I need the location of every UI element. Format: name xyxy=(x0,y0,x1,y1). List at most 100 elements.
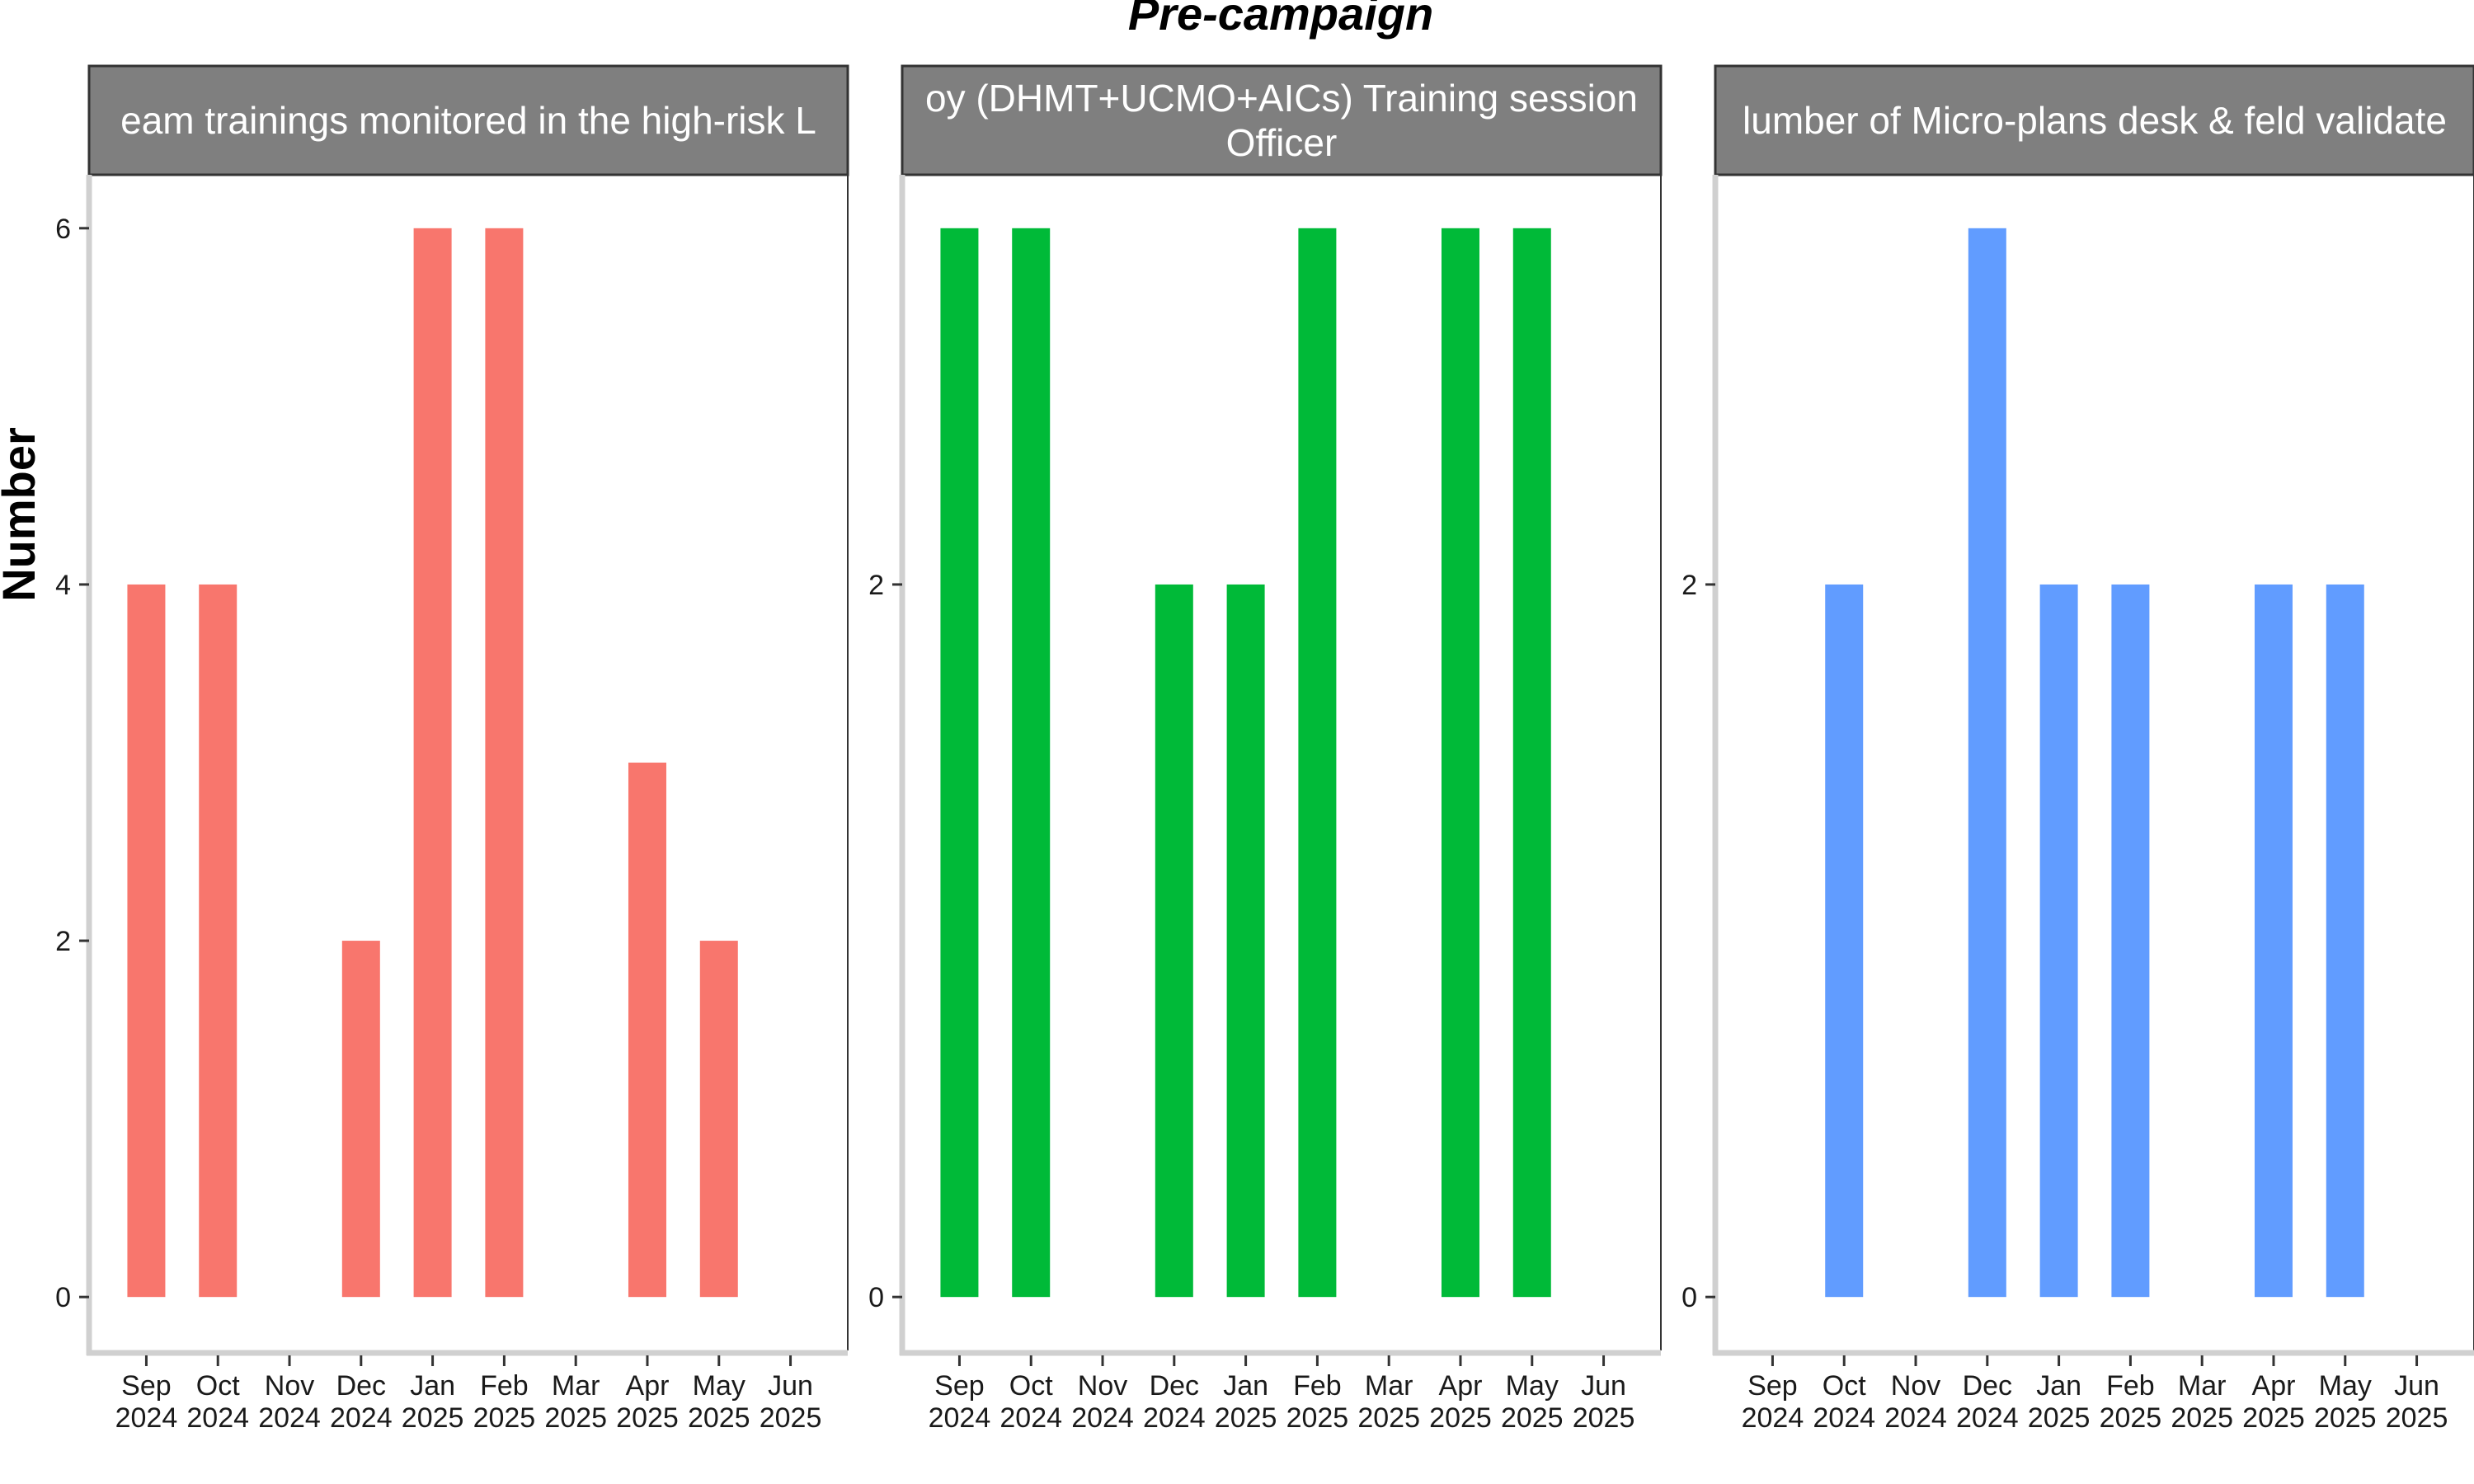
y-tick-label: 0 xyxy=(1681,1282,1697,1313)
y-tick-label: 0 xyxy=(868,1282,884,1313)
x-tick-label-month: Sep xyxy=(934,1370,985,1402)
bar xyxy=(1226,584,1265,1298)
facet-strip xyxy=(1714,64,2474,176)
bar xyxy=(485,228,524,1298)
bar xyxy=(199,584,238,1298)
x-tick-label-year: 2025 xyxy=(1357,1402,1420,1434)
x-tick-label-month: Dec xyxy=(336,1370,386,1402)
x-tick-label-month: Jun xyxy=(2394,1370,2439,1402)
y-axis-title: Number xyxy=(0,427,45,602)
bar xyxy=(1012,228,1051,1298)
x-tick-label-month: Mar xyxy=(2178,1370,2227,1402)
x-tick-label-month: Oct xyxy=(196,1370,240,1402)
x-tick-label-month: Mar xyxy=(552,1370,600,1402)
x-tick-label-month: Dec xyxy=(1150,1370,1199,1402)
x-tick-label-year: 2024 xyxy=(1884,1402,1947,1434)
facet-strip-label: eam trainings monitored in the high-risk… xyxy=(120,99,816,142)
x-tick-label-month: Nov xyxy=(1078,1370,1127,1402)
x-tick-label-month: May xyxy=(693,1370,745,1402)
x-tick-label-month: Feb xyxy=(480,1370,529,1402)
x-tick-label-year: 2025 xyxy=(2242,1402,2305,1434)
x-tick-label-year: 2025 xyxy=(760,1402,822,1434)
x-tick-label-year: 2024 xyxy=(1742,1402,1804,1434)
x-tick-label-year: 2024 xyxy=(186,1402,249,1434)
x-tick-label-month: Sep xyxy=(121,1370,172,1402)
bar xyxy=(2039,584,2078,1298)
x-tick-label-month: Jan xyxy=(1223,1370,1268,1402)
y-tick-label: 4 xyxy=(55,570,71,601)
bar xyxy=(2111,584,2150,1298)
x-tick-label-month: Nov xyxy=(265,1370,314,1402)
bar xyxy=(413,228,452,1298)
x-tick-label-year: 2025 xyxy=(2171,1402,2233,1434)
x-tick-label-month: Jan xyxy=(2036,1370,2081,1402)
x-tick-label-year: 2025 xyxy=(2314,1402,2377,1434)
x-tick-label-year: 2025 xyxy=(2028,1402,2091,1434)
x-tick-label-month: Jun xyxy=(1581,1370,1626,1402)
bar xyxy=(1298,228,1337,1298)
x-tick-label-month: Feb xyxy=(1293,1370,1342,1402)
facet-strip xyxy=(901,64,1663,176)
x-tick-label-month: Oct xyxy=(1823,1370,1866,1402)
x-tick-label-year: 2024 xyxy=(1813,1402,1875,1434)
x-tick-label-year: 2024 xyxy=(929,1402,991,1434)
bar xyxy=(1512,228,1551,1298)
x-tick-label-year: 2025 xyxy=(616,1402,679,1434)
x-tick-label-year: 2025 xyxy=(544,1402,607,1434)
x-tick-label-month: Jun xyxy=(768,1370,813,1402)
x-tick-label-month: Sep xyxy=(1747,1370,1798,1402)
panel-3: lumber of Micro-plans desk & feld valida… xyxy=(1681,64,2474,1434)
x-tick-label-year: 2024 xyxy=(115,1402,178,1434)
x-tick-label-month: Apr xyxy=(1439,1370,1483,1402)
x-tick-label-year: 2025 xyxy=(1429,1402,1492,1434)
x-tick-label-month: Dec xyxy=(1963,1370,2012,1402)
x-tick-label-month: Nov xyxy=(1891,1370,1940,1402)
x-tick-label-year: 2024 xyxy=(999,1402,1062,1434)
y-tick-label: 6 xyxy=(55,214,71,245)
x-tick-label-year: 2025 xyxy=(2386,1402,2448,1434)
bar xyxy=(1155,584,1193,1298)
x-tick-label-month: Oct xyxy=(1009,1370,1053,1402)
facet-strip-label: Officer xyxy=(1226,121,1338,164)
x-tick-label-year: 2025 xyxy=(2100,1402,2162,1434)
bar xyxy=(2326,584,2364,1298)
facet-strip xyxy=(87,64,849,176)
bar xyxy=(1825,584,1864,1298)
y-tick-label: 2 xyxy=(1681,570,1697,601)
bar xyxy=(341,941,380,1298)
y-tick-label: 2 xyxy=(55,926,71,957)
x-tick-label-month: Apr xyxy=(2252,1370,2296,1402)
panels: eam trainings monitored in the high-risk… xyxy=(55,64,2474,1434)
bar xyxy=(2254,584,2293,1298)
x-tick-label-year: 2025 xyxy=(688,1402,750,1434)
x-tick-label-year: 2025 xyxy=(1215,1402,1277,1434)
bar xyxy=(1968,228,2006,1298)
x-tick-label-year: 2024 xyxy=(1143,1402,1206,1434)
x-tick-label-year: 2025 xyxy=(402,1402,464,1434)
x-tick-label-year: 2024 xyxy=(330,1402,393,1434)
x-tick-label-month: Mar xyxy=(1365,1370,1413,1402)
x-tick-label-year: 2025 xyxy=(1573,1402,1635,1434)
panel-2: oy (DHMT+UCMO+AICs) Training sessionOffi… xyxy=(868,64,1663,1434)
x-tick-label-year: 2024 xyxy=(1956,1402,2019,1434)
x-tick-label-month: Apr xyxy=(626,1370,670,1402)
bar xyxy=(940,228,979,1298)
y-tick-label: 0 xyxy=(55,1282,71,1313)
panel-1: eam trainings monitored in the high-risk… xyxy=(55,64,849,1434)
x-tick-label-month: May xyxy=(1506,1370,1559,1402)
bar xyxy=(699,941,738,1298)
bar xyxy=(127,584,166,1298)
chart-title: Pre-campaign xyxy=(1128,0,1433,40)
bar xyxy=(1441,228,1479,1298)
x-tick-label-year: 2024 xyxy=(258,1402,321,1434)
x-tick-label-month: Feb xyxy=(2106,1370,2155,1402)
bar xyxy=(628,763,666,1298)
x-tick-label-year: 2025 xyxy=(1286,1402,1349,1434)
x-tick-label-year: 2024 xyxy=(1071,1402,1134,1434)
facet-strip-label: oy (DHMT+UCMO+AICs) Training session xyxy=(925,77,1638,120)
x-tick-label-month: May xyxy=(2319,1370,2372,1402)
y-tick-label: 2 xyxy=(868,570,884,601)
facet-strip-label: lumber of Micro-plans desk & feld valida… xyxy=(1743,99,2447,142)
x-tick-label-month: Jan xyxy=(410,1370,455,1402)
